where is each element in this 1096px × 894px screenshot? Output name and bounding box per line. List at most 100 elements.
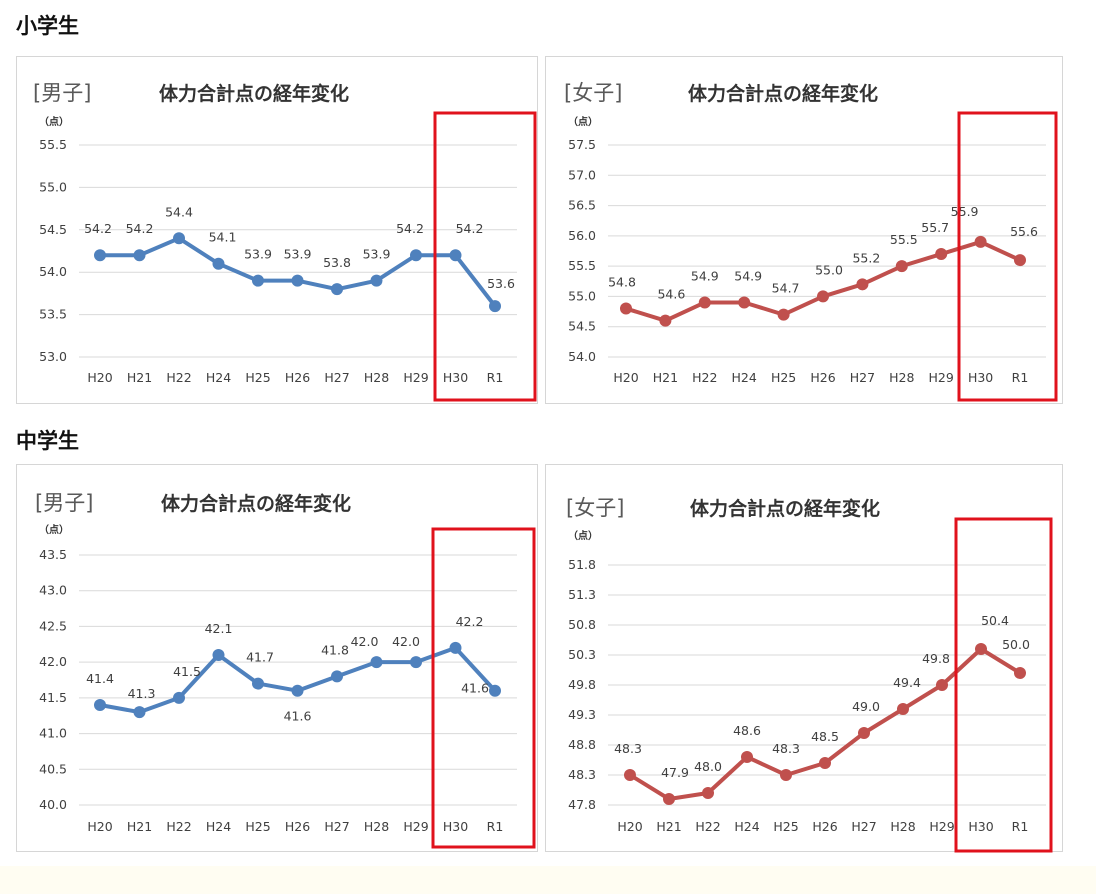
data-label: 41.4 xyxy=(86,671,114,686)
data-point xyxy=(935,248,948,261)
highlight-box xyxy=(957,111,1058,402)
chart-elementary-girls: [女子] 体力合計点の経年変化 （点） 54.0 54.5 55.0 55.5 56.0 56.… xyxy=(564,81,1058,402)
data-point xyxy=(1014,667,1026,679)
x-tick-label: H28 xyxy=(890,819,915,834)
data-label: 55.0 xyxy=(815,262,843,277)
data-point xyxy=(212,257,225,270)
data-point xyxy=(291,274,304,287)
data-label: 53.9 xyxy=(244,247,272,262)
bottom-strip xyxy=(0,866,1096,894)
data-label: 54.8 xyxy=(608,275,636,290)
data-point xyxy=(331,283,343,296)
data-point xyxy=(410,249,422,262)
x-tick-label: H25 xyxy=(245,819,270,834)
data-label: 53.9 xyxy=(284,247,312,262)
data-point xyxy=(974,235,987,248)
y-tick-label: 49.3 xyxy=(568,707,596,722)
y-tick-label: 54.5 xyxy=(39,222,67,237)
chart-unit-label: （点） xyxy=(568,529,598,542)
data-point xyxy=(331,670,343,683)
data-label: 54.1 xyxy=(209,230,237,245)
chart-bracket-label: [女子] xyxy=(564,81,622,105)
data-point xyxy=(291,684,304,697)
data-label: 41.7 xyxy=(246,650,274,665)
y-tick-label: 54.5 xyxy=(568,319,596,334)
y-tick-label: 41.0 xyxy=(39,726,67,741)
data-label: 53.8 xyxy=(323,255,351,270)
x-tick-label: H30 xyxy=(968,819,993,834)
data-label: 48.3 xyxy=(772,741,800,756)
data-label: 55.7 xyxy=(921,220,949,235)
y-tick-label: 53.0 xyxy=(39,349,67,364)
chart-junior-girls: [女子] 体力合計点の経年変化 （点） 47.8 48.3 48.8 49.3 49.8 50.… xyxy=(566,496,1053,853)
chart-title: 体力合計点の経年変化 xyxy=(688,82,878,105)
y-tick-label: 42.0 xyxy=(39,654,67,669)
chart-junior-boys: [男子] 体力合計点の経年変化 （点） 40.0 40.5 41.0 41.5 42.0 42.… xyxy=(35,491,536,849)
y-tick-label: 51.3 xyxy=(568,587,596,602)
x-tick-label: H27 xyxy=(324,370,349,385)
y-tick-label: 55.5 xyxy=(568,258,596,273)
y-tick-label: 55.0 xyxy=(39,179,67,194)
data-label: 55.6 xyxy=(1010,224,1038,239)
x-tick-label: H27 xyxy=(851,819,876,834)
data-point xyxy=(817,290,829,303)
x-tick-label: H29 xyxy=(929,370,954,385)
data-label: 50.4 xyxy=(981,613,1009,628)
x-tick-label: H30 xyxy=(443,370,468,385)
y-tick-label: 54.0 xyxy=(39,264,67,279)
section-title-junior-high: 中学生 xyxy=(16,429,79,453)
x-tick-label: H25 xyxy=(245,370,270,385)
data-label: 48.0 xyxy=(694,759,722,774)
highlight-box xyxy=(431,527,536,849)
data-point xyxy=(936,679,948,691)
data-label: 42.0 xyxy=(392,634,420,649)
data-point xyxy=(659,314,672,327)
chart-unit-label: （点） xyxy=(568,115,598,128)
data-label: 54.6 xyxy=(657,287,685,302)
data-point xyxy=(741,751,753,763)
chart-unit-label: （点） xyxy=(39,115,69,128)
y-tick-label: 48.8 xyxy=(568,737,596,752)
series-line xyxy=(99,645,497,715)
highlight-box xyxy=(954,517,1053,853)
data-point xyxy=(856,278,869,291)
data-label: 48.5 xyxy=(811,729,839,744)
x-tick-label: H22 xyxy=(695,819,720,834)
data-point xyxy=(698,296,711,309)
data-point xyxy=(449,641,462,654)
y-tick-label: 56.0 xyxy=(568,228,596,243)
x-tick-label: H26 xyxy=(285,819,310,834)
data-point xyxy=(94,699,106,711)
x-tick-label: H22 xyxy=(166,370,191,385)
chart-bracket-label: [男子] xyxy=(35,491,93,515)
y-tick-label: 47.8 xyxy=(568,797,596,812)
x-tick-label: H30 xyxy=(968,370,993,385)
data-label: 54.2 xyxy=(456,221,484,236)
data-label: 48.6 xyxy=(733,723,761,738)
data-label: 41.6 xyxy=(284,709,312,724)
data-point xyxy=(94,249,106,262)
data-point xyxy=(897,703,909,715)
x-tick-label: H24 xyxy=(206,819,231,834)
data-label: 42.0 xyxy=(351,634,379,649)
data-point xyxy=(370,274,383,287)
data-label: 41.6 xyxy=(461,681,489,696)
y-tick-label: 56.5 xyxy=(568,198,596,213)
x-tick-label: H21 xyxy=(653,370,678,385)
data-label: 55.2 xyxy=(852,250,880,265)
y-tick-label: 54.0 xyxy=(568,349,596,364)
data-point xyxy=(133,249,146,262)
series-line xyxy=(625,239,1021,323)
x-tick-label: R1 xyxy=(487,819,504,834)
data-point xyxy=(212,649,225,661)
x-tick-label: H28 xyxy=(364,370,389,385)
chart-elementary-boys: [男子] 体力合計点の経年変化 （点） 53.0 53.5 54.0 54.5 55.0 55.… xyxy=(33,81,537,402)
data-label: 54.2 xyxy=(84,221,112,236)
data-label: 49.0 xyxy=(852,699,880,714)
x-tick-label: H22 xyxy=(692,370,717,385)
data-point xyxy=(489,300,501,313)
data-point xyxy=(370,656,383,669)
data-label: 54.9 xyxy=(691,268,719,283)
data-label: 41.3 xyxy=(128,686,156,701)
y-tick-label: 43.0 xyxy=(39,583,67,598)
